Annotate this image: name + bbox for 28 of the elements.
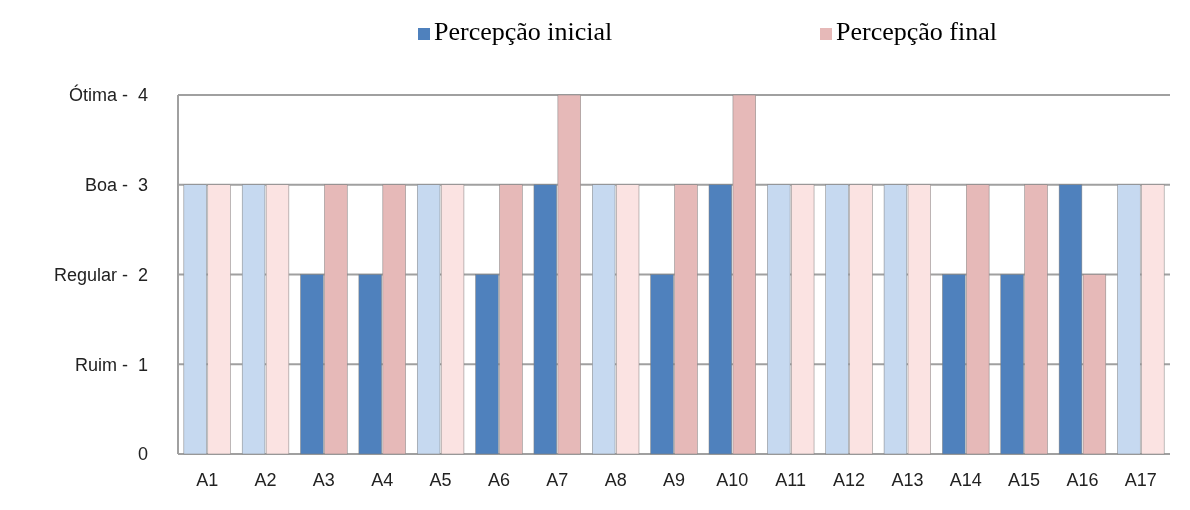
text: Regular - (53, 264, 128, 285)
text: Ótima - (68, 84, 128, 106)
x-tick-label: A15 (1008, 470, 1041, 490)
x-tick-label: A1 (196, 470, 219, 490)
x-tick-label: A16 (1066, 470, 1099, 490)
x-tick-label: A4 (371, 470, 394, 490)
x-tick-label: A10 (716, 470, 749, 490)
y-tick-label: 3 (137, 175, 148, 196)
x-tick-label: A2 (254, 470, 277, 490)
text: Ruim - (75, 354, 128, 375)
legend-label: Percepção inicial (434, 17, 613, 46)
x-tick-label: A6 (487, 470, 510, 490)
y-tick-label: 1 (137, 354, 148, 375)
x-tick-label: A13 (891, 470, 924, 490)
x-tick-label: A9 (662, 470, 686, 490)
x-tick-label: A17 (1124, 470, 1157, 490)
text: Boa - (84, 175, 128, 196)
x-tick-label: A12 (833, 470, 866, 490)
x-tick-label: A8 (604, 470, 627, 490)
y-tick-label: 0 (137, 444, 148, 465)
x-tick-label: A5 (429, 470, 452, 490)
x-tick-label: A11 (775, 470, 807, 490)
x-tick-label: A14 (949, 470, 982, 490)
y-tick-label: 4 (137, 85, 148, 106)
x-tick-label: A7 (546, 470, 569, 490)
legend-label: Percepção final (836, 17, 997, 46)
y-tick-label: 2 (137, 264, 148, 285)
x-tick-label: A3 (312, 470, 335, 490)
